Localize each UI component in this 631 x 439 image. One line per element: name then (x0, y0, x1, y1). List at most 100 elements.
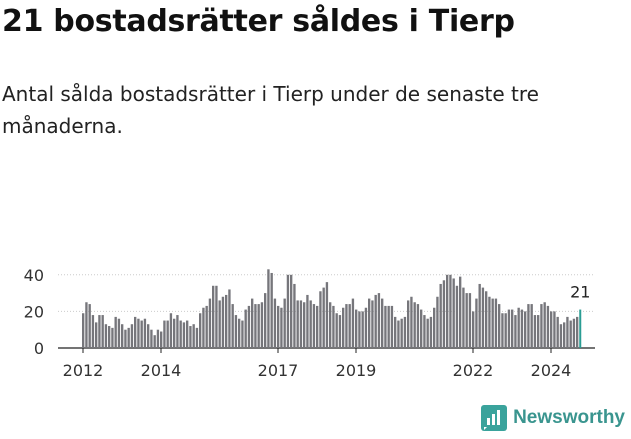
brand-name: Newsworthy (513, 407, 625, 428)
bar (228, 289, 231, 348)
bar (433, 307, 436, 348)
bar (303, 302, 306, 348)
bar (290, 274, 293, 348)
bar (543, 302, 546, 348)
bar (182, 322, 186, 348)
bar (257, 304, 260, 348)
bar (475, 298, 478, 348)
bar (173, 318, 176, 348)
bar (283, 298, 286, 348)
bar (546, 305, 550, 348)
bar (179, 320, 182, 348)
highlight-bar (579, 309, 582, 348)
bar-chart: 0 20 40 21 2012 2014 2017 2019 2022 2024 (24, 266, 595, 380)
bar (124, 329, 127, 348)
bar (160, 331, 163, 348)
y-tick-label: 20 (24, 302, 44, 321)
bar (322, 287, 325, 348)
bar (364, 307, 368, 348)
bar (345, 304, 348, 348)
bar (338, 315, 342, 348)
bar (400, 318, 403, 348)
bar (524, 311, 527, 348)
bar (91, 315, 95, 348)
bar (478, 283, 481, 348)
bar (205, 305, 208, 348)
bar (208, 298, 212, 348)
bar (231, 304, 234, 348)
bar (234, 315, 238, 348)
chart-subtitle: Antal sålda bostadsrätter i Tierp under … (2, 82, 539, 138)
bar (361, 311, 364, 348)
bar (130, 324, 134, 348)
bar (241, 320, 244, 348)
bar (426, 318, 429, 348)
x-tick-label: 2017 (258, 361, 299, 380)
bar (244, 309, 247, 348)
bar (286, 274, 290, 348)
bar (325, 282, 329, 348)
bar (520, 309, 524, 348)
bar (277, 305, 280, 348)
bar (316, 305, 319, 348)
bar (192, 324, 195, 348)
bar (358, 311, 361, 348)
bar (572, 318, 576, 348)
bar (442, 280, 446, 348)
bar (218, 300, 221, 348)
bar (429, 316, 433, 348)
bar (98, 315, 101, 348)
newsworthy-brand: Newsworthy (481, 405, 625, 431)
bar (481, 287, 485, 348)
bar (108, 326, 111, 348)
bar (150, 329, 153, 348)
bar (416, 304, 420, 348)
bar (267, 269, 270, 348)
bar (491, 298, 494, 348)
bar (215, 285, 218, 348)
bar (563, 322, 566, 348)
bar (156, 329, 160, 348)
bar (348, 304, 351, 348)
y-tick-label: 0 (34, 339, 44, 358)
bar (452, 278, 455, 348)
bar (332, 305, 335, 348)
bar (127, 327, 130, 348)
bar (270, 272, 273, 348)
bar (140, 320, 143, 348)
bar (202, 307, 205, 348)
bar (153, 335, 156, 348)
bar (212, 285, 215, 348)
bar (88, 304, 91, 348)
bar (101, 315, 104, 348)
bar (459, 276, 462, 348)
bar (556, 316, 559, 348)
bar (221, 296, 225, 348)
newsworthy-logo-icon (481, 405, 508, 431)
bar (410, 296, 413, 348)
bar (436, 296, 439, 348)
bar (85, 302, 88, 348)
bar (533, 315, 537, 348)
bar (559, 324, 563, 348)
bar (137, 318, 140, 348)
bar (186, 320, 189, 348)
bar (407, 300, 410, 348)
bar (189, 326, 192, 348)
bar (540, 304, 543, 348)
bar (238, 318, 241, 348)
bar (446, 274, 449, 348)
bar (553, 311, 556, 348)
bar (368, 298, 371, 348)
bar (351, 298, 355, 348)
bar (501, 313, 504, 348)
bar (111, 327, 114, 348)
bar (299, 300, 303, 348)
bar (293, 283, 296, 348)
bar (166, 320, 169, 348)
bar (527, 304, 530, 348)
bar (273, 298, 277, 348)
bar (95, 322, 98, 348)
bar (312, 304, 316, 348)
bar (280, 307, 283, 348)
